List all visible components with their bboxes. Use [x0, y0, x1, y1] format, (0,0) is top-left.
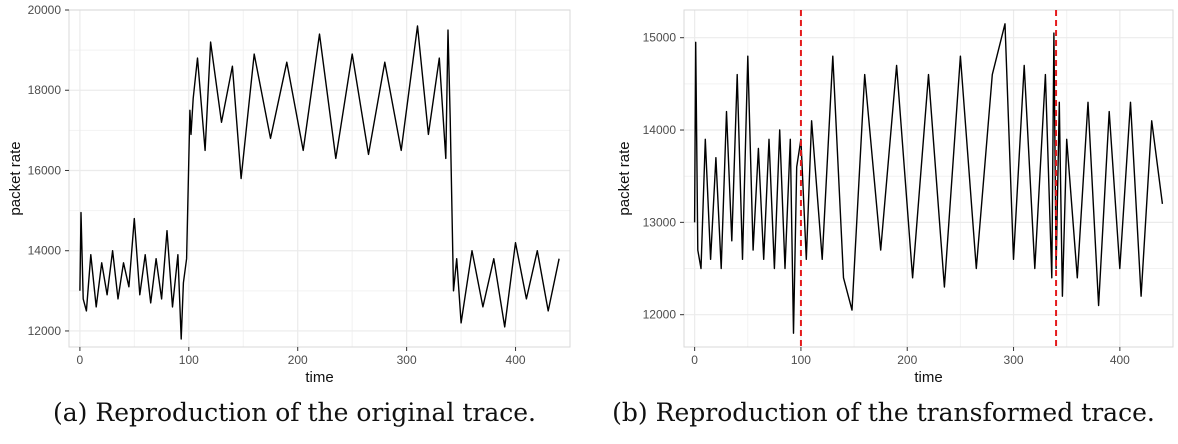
x-tick-label: 400 [1110, 353, 1130, 367]
y-tick-label: 20000 [28, 3, 62, 17]
x-tick-label: 200 [288, 353, 308, 367]
caption-a: (a) Reproduction of the original trace. [53, 398, 536, 427]
panel-border [683, 9, 1174, 348]
y-tick-label: 14000 [28, 244, 62, 258]
x-tick-label: 400 [506, 353, 526, 367]
y-tick-label: 12000 [28, 324, 62, 338]
x-axis-title: time [914, 369, 942, 386]
y-axis-title: packet rate [7, 141, 24, 215]
x-axis-title: time [305, 369, 333, 386]
y-tick-label: 16000 [28, 163, 62, 177]
y-tick-label: 15000 [643, 31, 677, 45]
x-tick-label: 200 [897, 353, 917, 367]
caption-b: (b) Reproduction of the transformed trac… [612, 398, 1155, 427]
x-tick-label: 0 [691, 353, 698, 367]
x-tick-label: 300 [1004, 353, 1024, 367]
series-line [79, 25, 560, 340]
y-tick-label: 18000 [28, 83, 62, 97]
y-tick-label: 13000 [643, 215, 677, 229]
chart-a: 0 100 200 300 400 12000 14000 16000 18000 20000 ti… [7, 3, 571, 386]
x-tick-label: 100 [791, 353, 811, 367]
chart-panel-b: 0 100 200 300 400 12000 13000 14000 15000 time pac… [589, 0, 1178, 444]
y-axis-title: packet rate [616, 141, 633, 215]
x-tick-label: 100 [179, 353, 199, 367]
series-line [693, 23, 1164, 334]
panel-border [68, 9, 571, 348]
chart-panel-a: 0 100 200 300 400 12000 14000 16000 18000 20000 ti… [7, 3, 571, 427]
y-tick-label: 14000 [643, 123, 677, 137]
x-tick-label: 300 [397, 353, 417, 367]
x-tick-label: 0 [77, 353, 84, 367]
chart-b: 0 100 200 300 400 12000 13000 14000 15000 time pac… [616, 9, 1174, 386]
grid [69, 9, 570, 347]
y-tick-label: 12000 [643, 308, 677, 322]
